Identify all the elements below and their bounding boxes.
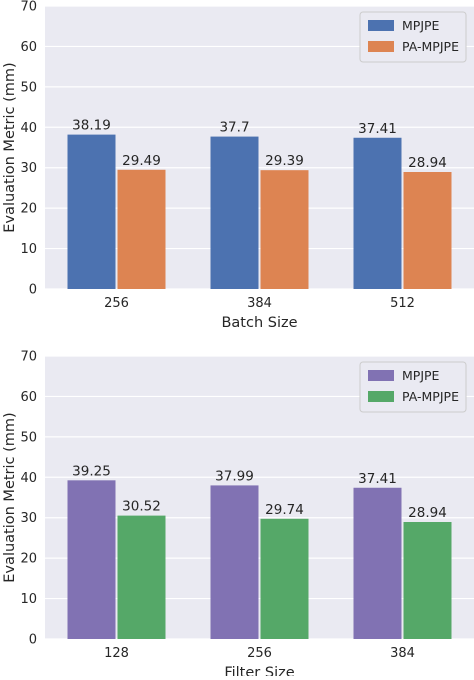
bar-value-label: 38.19 bbox=[72, 118, 111, 134]
bar-value-label: 29.49 bbox=[122, 153, 161, 169]
y-tick-label: 10 bbox=[20, 592, 37, 607]
y-tick-label: 30 bbox=[20, 161, 37, 176]
y-tick-label: 20 bbox=[20, 552, 37, 567]
y-tick-label: 50 bbox=[20, 430, 37, 445]
bar-pa-mpjpe-384 bbox=[403, 521, 452, 639]
bar-mpjpe-256 bbox=[67, 134, 116, 289]
y-axis-label: Evaluation Metric (mm) bbox=[2, 62, 18, 232]
legend-swatch bbox=[368, 391, 394, 402]
y-axis-label: Evaluation Metric (mm) bbox=[2, 412, 18, 582]
bar-value-label: 30.52 bbox=[122, 499, 161, 515]
y-tick-label: 60 bbox=[20, 390, 37, 405]
bar-value-label: 39.25 bbox=[72, 463, 111, 479]
bar-mpjpe-128 bbox=[67, 480, 116, 639]
bar-value-label: 28.94 bbox=[408, 155, 447, 171]
y-tick-label: 70 bbox=[20, 0, 37, 15]
bar-value-label: 28.94 bbox=[408, 505, 447, 521]
bar-mpjpe-384 bbox=[353, 487, 402, 639]
bar-value-label: 37.7 bbox=[219, 120, 249, 136]
bar-value-label: 37.99 bbox=[215, 468, 254, 484]
legend-swatch bbox=[368, 20, 394, 31]
bar-mpjpe-256 bbox=[210, 485, 259, 639]
legend-swatch bbox=[368, 370, 394, 381]
bar-pa-mpjpe-384 bbox=[260, 170, 309, 289]
bar-value-label: 29.39 bbox=[265, 153, 304, 169]
y-tick-label: 0 bbox=[29, 283, 37, 298]
legend-swatch bbox=[368, 41, 394, 52]
y-tick-label: 40 bbox=[20, 121, 37, 136]
x-tick-label: 512 bbox=[390, 296, 415, 311]
bar-pa-mpjpe-256 bbox=[117, 169, 166, 289]
y-tick-label: 20 bbox=[20, 202, 37, 217]
y-tick-label: 0 bbox=[29, 633, 37, 648]
chart-panel-2: 0 10 20 30 40 50 60 70 39.25 30.52 128 37.99 29.74 25… bbox=[2, 350, 474, 680]
y-tick-label: 30 bbox=[20, 511, 37, 526]
x-tick-label: 384 bbox=[247, 296, 272, 311]
x-tick-label: 256 bbox=[104, 296, 129, 311]
legend: MPJPE PA-MPJPE bbox=[359, 11, 467, 63]
chart-panel-1: 0 10 20 30 40 50 60 70 38.19 29.49 256 37.7 29.39 384… bbox=[2, 0, 474, 331]
y-tick-label: 50 bbox=[20, 80, 37, 95]
y-tick-label: 60 bbox=[20, 40, 37, 55]
bar-mpjpe-512 bbox=[353, 137, 402, 289]
bar-pa-mpjpe-512 bbox=[403, 171, 452, 289]
bar-mpjpe-384 bbox=[210, 136, 259, 289]
y-tick-label: 10 bbox=[20, 242, 37, 257]
bar-value-label: 37.41 bbox=[358, 121, 397, 137]
bar-pa-mpjpe-256 bbox=[260, 518, 309, 639]
legend-entry: MPJPE bbox=[402, 368, 440, 383]
legend-entry: MPJPE bbox=[402, 18, 440, 33]
x-axis-label: Batch Size bbox=[221, 315, 297, 331]
x-tick-label: 128 bbox=[104, 646, 129, 661]
x-axis-label: Filter Size bbox=[224, 665, 294, 676]
bar-value-label: 29.74 bbox=[265, 502, 304, 518]
legend: MPJPE PA-MPJPE bbox=[359, 361, 467, 413]
x-tick-label: 384 bbox=[390, 646, 415, 661]
bar-pa-mpjpe-128 bbox=[117, 515, 166, 639]
legend-entry: PA-MPJPE bbox=[402, 39, 459, 54]
x-tick-label: 256 bbox=[247, 646, 272, 661]
legend-entry: PA-MPJPE bbox=[402, 389, 459, 404]
y-tick-label: 70 bbox=[20, 350, 37, 365]
y-tick-label: 40 bbox=[20, 471, 37, 486]
bar-value-label: 37.41 bbox=[358, 471, 397, 487]
